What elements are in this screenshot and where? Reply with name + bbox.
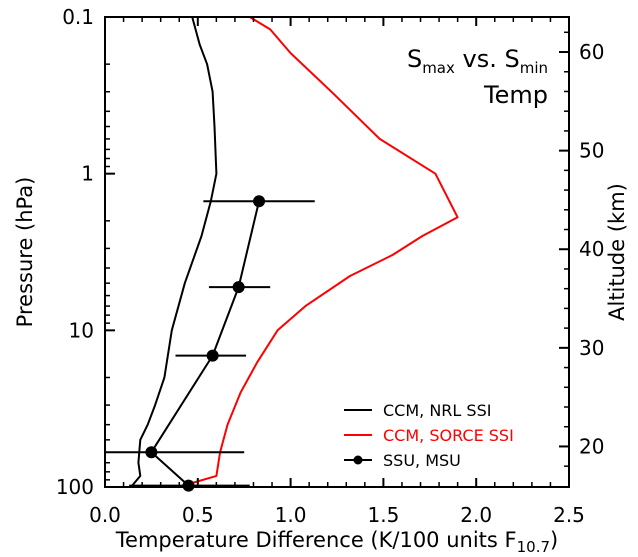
y-right-tick-label: 20 [579,434,604,458]
data-point [206,349,219,362]
error-bars-and-markers [105,195,315,492]
legend-label-ccm-nrl: CCM, NRL SSI [383,401,491,420]
x-axis-ticks: 0.0 0.5 1.0 1.5 2.0 2.5 [89,17,585,527]
annotation-vs: vs. [455,45,505,73]
annotation-smax-vs-smin: Smax vs. Smin [407,45,548,77]
y-tick-label: 0.1 [62,5,94,29]
annotation-s-max: S [407,45,422,73]
data-point [145,446,158,459]
y-right-tick-label: 50 [579,139,604,163]
y-right-tick-label: 60 [579,40,604,64]
x-tick-label: 1.0 [275,503,307,527]
legend: CCM, NRL SSI CCM, SORCE SSI SSU, MSU [344,401,514,470]
x-axis-title: Temperature Difference (K/100 units F10.… [115,528,558,556]
x-tick-label: 2.0 [460,503,492,527]
series-line-ssu-msu [150,201,260,487]
y-tick-label: 1 [81,162,94,186]
y-axis-ticks: 0.1 1 10 100 [56,5,115,499]
x-tick-label: 1.5 [367,503,399,527]
x-tick-label: 2.5 [553,503,585,527]
data-point [232,281,245,294]
series-line-ccm-sorce-ssi [179,17,459,487]
y-right-tick-label: 40 [579,237,604,261]
y-right-tick-label: 30 [579,336,604,360]
annotation-min-subscript: min [520,59,548,77]
x-axis-title-main: Temperature Difference (K/100 units F [115,528,517,552]
x-tick-label: 0.0 [89,503,121,527]
data-point [253,195,266,208]
series-line-ccm-nrl-ssi [130,17,218,487]
x-axis-title-close: ) [550,528,558,552]
y-axis-title: Pressure (hPa) [13,177,37,328]
y-tick-label: 10 [69,318,94,342]
legend-label-ccm-sorce: CCM, SORCE SSI [383,426,514,445]
y-tick-label: 100 [56,475,94,499]
annotation-temp: Temp [483,81,548,109]
data-point [182,479,195,492]
legend-label-ssu-msu: SSU, MSU [383,451,461,470]
x-axis-title-subscript: 10.7 [517,538,550,556]
plot-frame [104,16,570,488]
plot-area [130,17,459,487]
y-right-axis-title: Altitude (km) [605,183,629,321]
y-right-axis-ticks: 20 30 40 50 60 [559,31,604,467]
legend-marker-ssu-msu [353,455,363,465]
annotation-max-subscript: max [422,59,455,77]
x-tick-label: 0.5 [182,503,214,527]
annotation-s-min: S [504,45,519,73]
